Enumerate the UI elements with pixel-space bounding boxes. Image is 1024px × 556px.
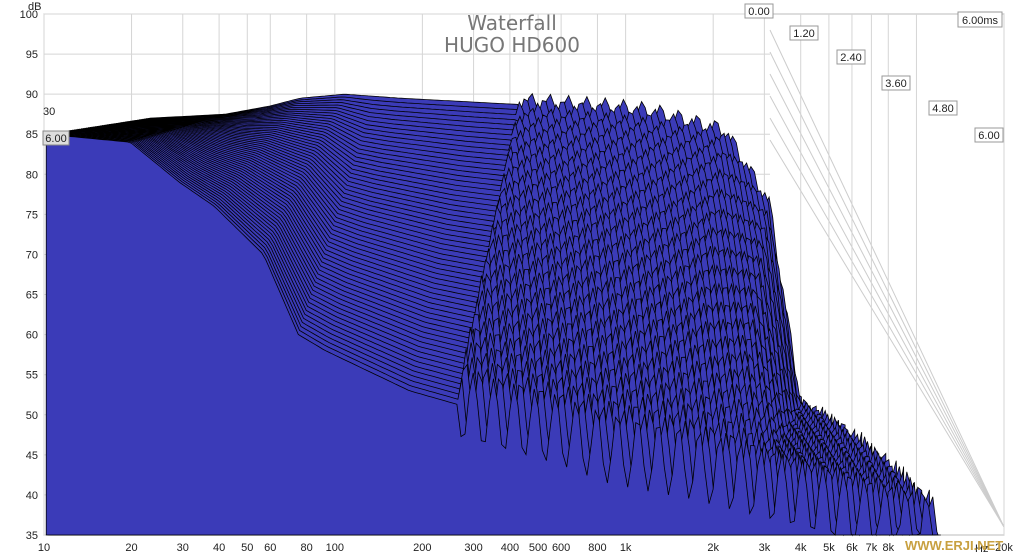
time-unit-label: 6.00ms	[962, 15, 999, 27]
floor-line	[769, 73, 1005, 528]
x-tick-label: 30	[177, 542, 189, 554]
edge-label: 30	[43, 106, 55, 118]
y-tick-label: 100	[20, 9, 38, 21]
y-tick-label: 50	[26, 410, 38, 422]
time-tick-label: 0.00	[748, 6, 769, 18]
x-tick-label: 8k	[882, 542, 894, 554]
time-tick-box	[836, 49, 866, 65]
time-tick-box	[928, 100, 958, 116]
x-axis-unit: Hz	[975, 543, 988, 555]
x-tick-label: 800	[588, 542, 606, 554]
time-tick-label: 1.20	[793, 28, 814, 40]
x-tick-label: 100	[326, 542, 344, 554]
x-tick-label: 4k	[795, 542, 807, 554]
y-tick-label: 70	[26, 249, 38, 261]
time-tick-label: 4.80	[932, 103, 953, 115]
y-tick-label: 75	[26, 209, 38, 221]
time-tick-label: 2.40	[840, 52, 861, 64]
waterfall-slice	[45, 133, 941, 536]
chart-subtitle: HUGO HD600	[444, 33, 580, 57]
time-tick-box	[789, 25, 819, 41]
x-tick-label: 500	[529, 542, 547, 554]
y-tick-label: 40	[26, 490, 38, 502]
floor-line	[769, 139, 1005, 528]
x-tick-label: 40	[213, 542, 225, 554]
axis-labels: 10 20 30 40 50 60 80 100 200 300 400 500 600 800 1k 2k 3…	[20, 3, 1013, 554]
x-tick-label: 20k	[995, 542, 1013, 554]
x-tick-label: 80	[301, 542, 313, 554]
y-tick-label: 35	[26, 530, 38, 542]
time-tick-box	[881, 75, 911, 91]
x-tick-label: 3k	[759, 542, 771, 554]
waterfall-surface	[45, 92, 941, 537]
time-unit-box	[957, 11, 1003, 28]
x-tick-label: 5k	[823, 542, 835, 554]
x-tick-label: 10	[38, 542, 50, 554]
x-tick-label: 300	[464, 542, 482, 554]
chart-title: Waterfall	[467, 11, 557, 35]
y-axis-unit: dB	[28, 1, 41, 13]
time-tick-label: 6.00	[978, 130, 999, 142]
floor-line	[769, 29, 1005, 528]
floor-line	[769, 117, 1005, 528]
x-tick-label: 1k	[620, 542, 632, 554]
edge-label-box	[42, 130, 70, 146]
floor-line	[769, 95, 1005, 528]
y-tick-label: 60	[26, 330, 38, 342]
x-tick-label: 20	[125, 542, 137, 554]
y-tick-label: 80	[26, 169, 38, 181]
y-tick-label: 85	[26, 129, 38, 141]
edge-label: 6.00	[45, 133, 66, 145]
x-tick-label: 50	[241, 542, 253, 554]
time-tick-label: 3.60	[885, 78, 906, 90]
x-tick-label: 7k	[866, 542, 878, 554]
y-tick-label: 55	[26, 370, 38, 382]
time-tick-box	[974, 127, 1004, 143]
x-tick-label: 6k	[846, 542, 858, 554]
watermark: WWW.ERJI.NET	[905, 538, 1003, 553]
y-tick-label: 65	[26, 290, 38, 302]
x-tick-label: 2k	[707, 542, 719, 554]
x-tick-label: 200	[413, 542, 431, 554]
x-tick-label: 600	[552, 542, 570, 554]
y-tick-label: 90	[26, 89, 38, 101]
y-tick-label: 95	[26, 49, 38, 61]
x-tick-label: 60	[264, 542, 276, 554]
time-tick-box	[744, 3, 774, 19]
x-tick-label: 400	[501, 542, 519, 554]
floor-line	[769, 51, 1005, 528]
y-tick-label: 45	[26, 450, 38, 462]
